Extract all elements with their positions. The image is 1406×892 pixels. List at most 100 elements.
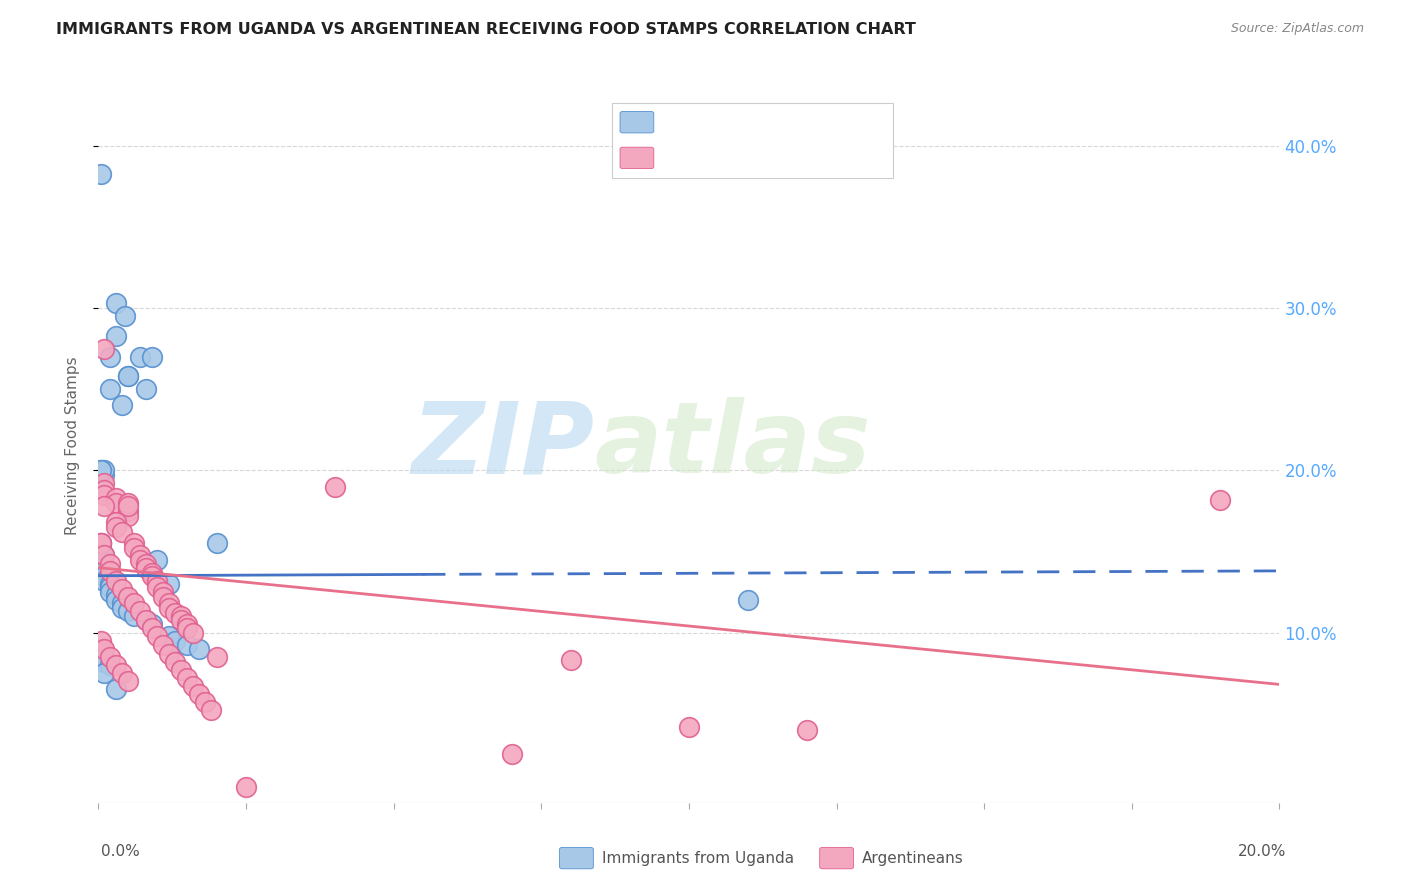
Point [105, 496, 128, 510]
Point [93, 463, 115, 477]
Point [117, 499, 139, 513]
Point [501, 747, 523, 761]
Point [111, 399, 134, 413]
Point [135, 613, 157, 627]
Point [170, 609, 193, 624]
Y-axis label: Receiving Food Stamps: Receiving Food Stamps [65, 357, 80, 535]
Point [98, 382, 121, 396]
Point [117, 508, 139, 523]
Point [152, 639, 174, 653]
Point [157, 647, 180, 661]
Point [157, 596, 180, 610]
Point [165, 606, 187, 620]
Point [93, 564, 115, 578]
Point [737, 593, 759, 607]
Point [105, 515, 128, 529]
Point [111, 524, 134, 539]
Point [93, 641, 115, 656]
Point [152, 590, 174, 604]
Point [128, 350, 150, 364]
Point [90, 463, 112, 477]
Point [135, 613, 157, 627]
Point [560, 653, 582, 667]
Text: N =: N = [756, 113, 793, 131]
Point [128, 552, 150, 566]
Text: N =: N = [756, 149, 793, 167]
Point [135, 560, 157, 574]
Point [176, 621, 198, 635]
Point [93, 655, 115, 669]
Point [98, 580, 121, 594]
Point [93, 468, 115, 483]
Point [93, 488, 115, 502]
Point [135, 558, 157, 572]
Point [105, 588, 128, 602]
Text: 0.002: 0.002 [693, 113, 745, 131]
Text: Source: ZipAtlas.com: Source: ZipAtlas.com [1230, 22, 1364, 36]
Point [135, 382, 157, 396]
Point [117, 504, 139, 518]
Point [157, 629, 180, 643]
Point [93, 476, 115, 491]
Point [98, 350, 121, 364]
Point [117, 604, 139, 618]
Point [170, 663, 193, 677]
Point [111, 596, 134, 610]
Text: IMMIGRANTS FROM UGANDA VS ARGENTINEAN RECEIVING FOOD STAMPS CORRELATION CHART: IMMIGRANTS FROM UGANDA VS ARGENTINEAN RE… [56, 22, 917, 37]
Point [165, 655, 187, 669]
Point [98, 564, 121, 578]
Point [111, 582, 134, 596]
Point [93, 649, 115, 664]
Point [105, 657, 128, 672]
Point [122, 536, 145, 550]
Point [678, 720, 700, 734]
Point [141, 350, 163, 364]
Point [146, 552, 169, 566]
Point [117, 674, 139, 689]
Point [90, 536, 112, 550]
Point [176, 671, 198, 685]
Text: Argentineans: Argentineans [862, 851, 963, 865]
Point [141, 568, 163, 582]
Point [157, 601, 180, 615]
Point [93, 483, 115, 497]
Point [122, 541, 145, 556]
Point [93, 342, 115, 356]
Point [90, 645, 112, 659]
Point [105, 520, 128, 534]
Point [152, 585, 174, 599]
Point [111, 666, 134, 681]
Point [187, 641, 209, 656]
Text: Immigrants from Uganda: Immigrants from Uganda [602, 851, 794, 865]
Point [93, 548, 115, 562]
Point [323, 479, 346, 493]
Point [93, 548, 115, 562]
Point [105, 574, 128, 588]
Text: 20.0%: 20.0% [1239, 845, 1286, 859]
Point [93, 499, 115, 513]
Text: 50: 50 [787, 113, 810, 131]
Point [146, 574, 169, 588]
Point [205, 649, 228, 664]
Text: R =: R = [662, 113, 699, 131]
Text: -0.148: -0.148 [693, 149, 752, 167]
Point [90, 536, 112, 550]
Point [114, 310, 136, 324]
Point [90, 556, 112, 570]
Point [117, 590, 139, 604]
Point [117, 369, 139, 384]
Point [141, 566, 163, 580]
Point [181, 625, 204, 640]
Point [98, 585, 121, 599]
Point [93, 568, 115, 582]
Point [194, 695, 217, 709]
Point [122, 609, 145, 624]
Point [235, 780, 257, 794]
Point [141, 617, 163, 632]
Point [165, 633, 187, 648]
Point [1209, 492, 1232, 507]
Point [98, 649, 121, 664]
Point [796, 723, 818, 737]
Point [146, 629, 169, 643]
Point [111, 601, 134, 615]
